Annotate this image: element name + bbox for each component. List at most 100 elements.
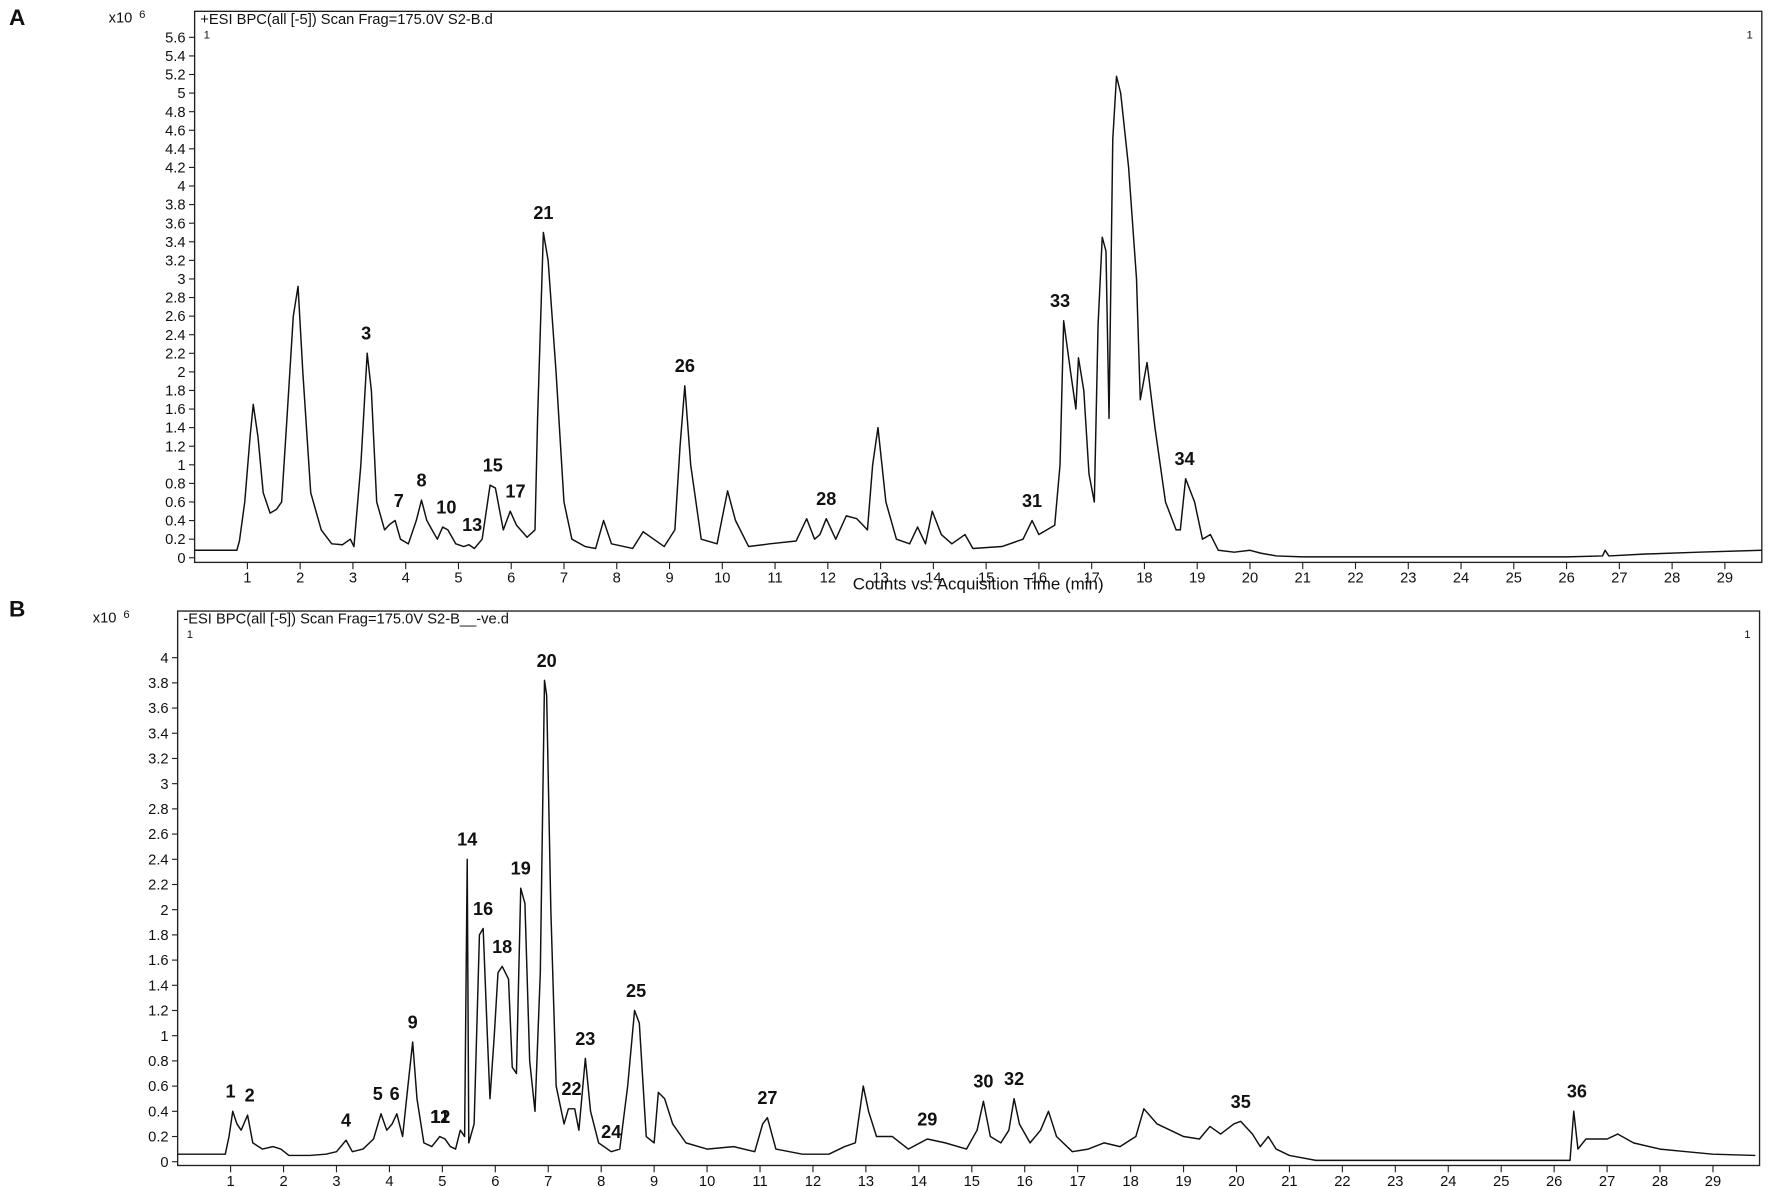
- peak-label: 32: [1004, 1069, 1024, 1089]
- x-tick-label: 28: [1652, 1174, 1668, 1187]
- x-tick-label: 26: [1546, 1174, 1562, 1187]
- y-scale-label: x10: [93, 610, 117, 626]
- x-tick-label: 15: [964, 1174, 980, 1187]
- x-tick-label: 23: [1387, 1174, 1403, 1187]
- peak-label: 10: [436, 497, 456, 517]
- y-tick-label: 1.8: [165, 384, 185, 400]
- y-tick-label: 1.2: [165, 439, 185, 455]
- corner-mark: 1: [187, 629, 193, 641]
- peak-label: 28: [816, 489, 836, 509]
- x-tick-label: 29: [1705, 1174, 1721, 1187]
- y-tick-label: 4.2: [165, 161, 185, 177]
- x-axis-label: Counts vs. Acquisition Time (min): [853, 575, 1104, 594]
- peak-label: 22: [561, 1079, 581, 1099]
- chart-title: -ESI BPC(all [-5]) Scan Frag=175.0V S2-B…: [183, 611, 509, 627]
- y-tick-label: 3.2: [148, 752, 168, 768]
- x-tick-label: 1: [243, 571, 251, 587]
- x-tick-label: 4: [402, 571, 410, 587]
- x-tick-label: 24: [1440, 1174, 1456, 1187]
- y-tick-label: 3: [177, 272, 185, 288]
- x-tick-label: 16: [1031, 571, 1047, 587]
- x-tick-label: 10: [699, 1174, 715, 1187]
- peak-label: 21: [533, 203, 553, 223]
- x-tick-label: 2: [296, 571, 304, 587]
- peak-label: 15: [483, 456, 503, 476]
- peak-label: 23: [575, 1029, 595, 1049]
- y-tick-label: 4: [160, 651, 168, 667]
- peak-label: 13: [462, 515, 482, 535]
- x-tick-label: 1: [227, 1174, 235, 1187]
- y-tick-label: 4.4: [165, 142, 185, 158]
- y-tick-label: 5.2: [165, 68, 185, 84]
- y-tick-label: 0.4: [165, 514, 185, 530]
- y-tick-label: 4.6: [165, 123, 185, 139]
- chart-title: +ESI BPC(all [-5]) Scan Frag=175.0V S2-B…: [200, 12, 493, 28]
- y-tick-label: 3.8: [148, 676, 168, 692]
- y-scale-exponent: 6: [139, 9, 145, 21]
- x-tick-label: 25: [1493, 1174, 1509, 1187]
- y-tick-label: 0: [177, 551, 185, 567]
- x-tick-label: 14: [925, 571, 941, 587]
- x-tick-label: 12: [820, 571, 836, 587]
- x-tick-label: 23: [1400, 571, 1416, 587]
- x-tick-label: 12: [805, 1174, 821, 1187]
- y-tick-label: 1: [177, 458, 185, 474]
- y-tick-label: 0.4: [148, 1104, 168, 1120]
- y-tick-label: 1.4: [148, 978, 168, 994]
- peak-label: 19: [511, 859, 531, 879]
- y-tick-label: 1.6: [148, 953, 168, 969]
- y-tick-label: 3.8: [165, 198, 185, 214]
- x-tick-label: 20: [1242, 571, 1258, 587]
- peak-label: 14: [457, 830, 477, 850]
- y-tick-label: 3: [160, 777, 168, 793]
- x-tick-label: 29: [1717, 571, 1733, 587]
- x-tick-label: 11: [752, 1174, 767, 1187]
- plot-frame: [193, 10, 1763, 564]
- y-tick-label: 4.8: [165, 105, 185, 121]
- peak-label: 30: [973, 1072, 993, 1092]
- peak-label: 35: [1231, 1092, 1251, 1112]
- x-tick-label: 27: [1599, 1174, 1615, 1187]
- y-tick-label: 5.4: [165, 49, 185, 65]
- y-tick-label: 3.4: [165, 235, 185, 251]
- x-tick-label: 22: [1334, 1174, 1350, 1187]
- peak-label: 31: [1022, 491, 1042, 511]
- x-tick-label: 2: [279, 1174, 287, 1187]
- y-tick-label: 1.6: [165, 402, 185, 418]
- y-tick-label: 1.8: [148, 928, 168, 944]
- peak-label: 3: [361, 324, 371, 344]
- peak-label: 34: [1174, 449, 1194, 469]
- peak-label: 12: [430, 1107, 450, 1127]
- x-tick-label: 20: [1228, 1174, 1244, 1187]
- peak-label: 27: [757, 1088, 777, 1108]
- panel-label: A: [9, 5, 25, 30]
- peak-label: 11: [431, 1107, 450, 1127]
- x-tick-label: 13: [858, 1174, 874, 1187]
- x-tick-label: 28: [1664, 571, 1680, 587]
- y-tick-label: 1.2: [148, 1004, 168, 1020]
- x-tick-label: 21: [1281, 1174, 1297, 1187]
- x-tick-label: 15: [978, 571, 994, 587]
- x-tick-label: 6: [507, 571, 515, 587]
- peak-label: 29: [917, 1109, 937, 1129]
- x-tick-label: 8: [613, 571, 621, 587]
- x-tick-label: 22: [1347, 571, 1363, 587]
- peak-label: 33: [1050, 291, 1070, 311]
- y-tick-label: 0: [160, 1155, 168, 1171]
- x-tick-label: 8: [597, 1174, 605, 1187]
- y-tick-label: 1: [160, 1029, 168, 1045]
- peak-label: 24: [601, 1122, 621, 1142]
- y-tick-label: 2.6: [165, 309, 185, 325]
- y-tick-label: 0.2: [148, 1130, 168, 1146]
- y-tick-label: 2.6: [148, 827, 168, 843]
- peak-label: 16: [473, 899, 493, 919]
- y-tick-label: 5.6: [165, 30, 185, 46]
- peak-label: 18: [492, 937, 512, 957]
- x-tick-label: 19: [1189, 571, 1205, 587]
- x-tick-label: 14: [911, 1174, 927, 1187]
- x-tick-label: 18: [1122, 1174, 1138, 1187]
- peak-label: 9: [408, 1012, 418, 1032]
- peak-label: 26: [675, 356, 695, 376]
- y-tick-label: 3.2: [165, 253, 185, 269]
- x-tick-label: 16: [1017, 1174, 1033, 1187]
